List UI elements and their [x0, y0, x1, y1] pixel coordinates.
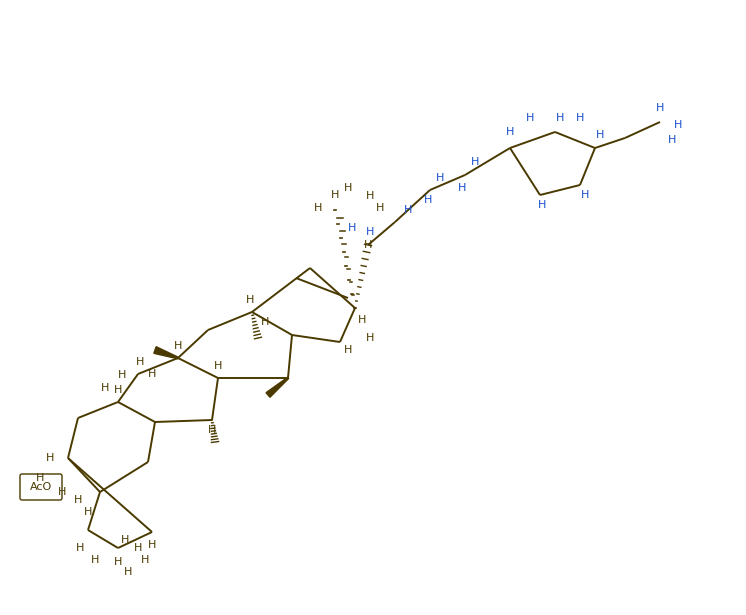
- Text: H: H: [314, 203, 322, 213]
- Text: H: H: [246, 295, 254, 305]
- Text: H: H: [46, 453, 54, 463]
- Text: H: H: [424, 195, 432, 205]
- Text: H: H: [436, 173, 444, 183]
- Text: H: H: [376, 203, 384, 213]
- Text: H: H: [141, 555, 149, 565]
- Text: H: H: [668, 135, 676, 145]
- Text: H: H: [208, 425, 216, 435]
- Text: H: H: [76, 543, 84, 553]
- Text: H: H: [404, 205, 413, 215]
- Text: H: H: [101, 383, 109, 393]
- Text: H: H: [214, 361, 222, 371]
- Text: H: H: [344, 183, 352, 193]
- Text: H: H: [136, 357, 144, 367]
- Polygon shape: [154, 347, 178, 359]
- Text: H: H: [358, 315, 366, 325]
- Text: H: H: [330, 190, 339, 200]
- Text: H: H: [174, 341, 182, 351]
- Text: H: H: [581, 190, 589, 200]
- Text: H: H: [538, 200, 546, 210]
- FancyBboxPatch shape: [20, 474, 62, 500]
- Text: H: H: [366, 191, 374, 201]
- Text: H: H: [596, 130, 604, 140]
- Text: H: H: [148, 369, 156, 379]
- Text: H: H: [344, 345, 352, 355]
- Text: H: H: [348, 223, 356, 233]
- Text: H: H: [366, 227, 374, 237]
- Text: H: H: [134, 543, 142, 553]
- Text: AcO: AcO: [30, 482, 52, 492]
- Text: H: H: [526, 113, 534, 123]
- Text: H: H: [364, 240, 372, 250]
- Text: H: H: [124, 567, 132, 577]
- Text: H: H: [366, 333, 374, 343]
- Text: H: H: [118, 370, 126, 380]
- Text: H: H: [84, 507, 93, 517]
- Text: H: H: [471, 157, 479, 167]
- Text: H: H: [36, 473, 44, 483]
- Text: H: H: [458, 183, 466, 193]
- Text: H: H: [576, 113, 584, 123]
- Text: H: H: [674, 120, 682, 130]
- Text: H: H: [74, 495, 82, 505]
- Text: H: H: [91, 555, 99, 565]
- Text: H: H: [656, 103, 664, 113]
- Text: H: H: [114, 557, 122, 567]
- Text: H: H: [556, 113, 564, 123]
- Text: H: H: [148, 540, 156, 550]
- Text: H: H: [121, 535, 129, 545]
- Polygon shape: [266, 378, 289, 397]
- Text: H: H: [261, 317, 269, 327]
- Text: H: H: [506, 127, 514, 137]
- Text: H: H: [57, 487, 66, 497]
- Text: H: H: [114, 385, 122, 395]
